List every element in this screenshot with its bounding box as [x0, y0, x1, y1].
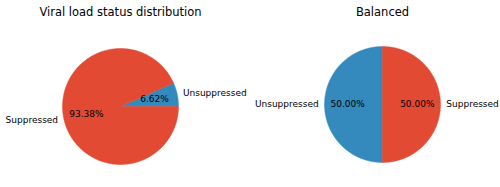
svg-text:Unsuppressed: Unsuppressed [183, 88, 247, 98]
svg-text:Suppressed: Suppressed [6, 115, 59, 125]
svg-text:50.00%: 50.00% [400, 99, 435, 109]
svg-text:50.00%: 50.00% [331, 99, 366, 109]
svg-text:Unsuppressed: Unsuppressed [255, 99, 319, 109]
svg-text:Viral load status distribution: Viral load status distribution [39, 5, 201, 19]
svg-text:Balanced: Balanced [356, 5, 409, 19]
svg-text:93.38%: 93.38% [69, 109, 104, 119]
svg-text:Suppressed: Suppressed [446, 99, 499, 109]
svg-text:6.62%: 6.62% [140, 94, 169, 104]
